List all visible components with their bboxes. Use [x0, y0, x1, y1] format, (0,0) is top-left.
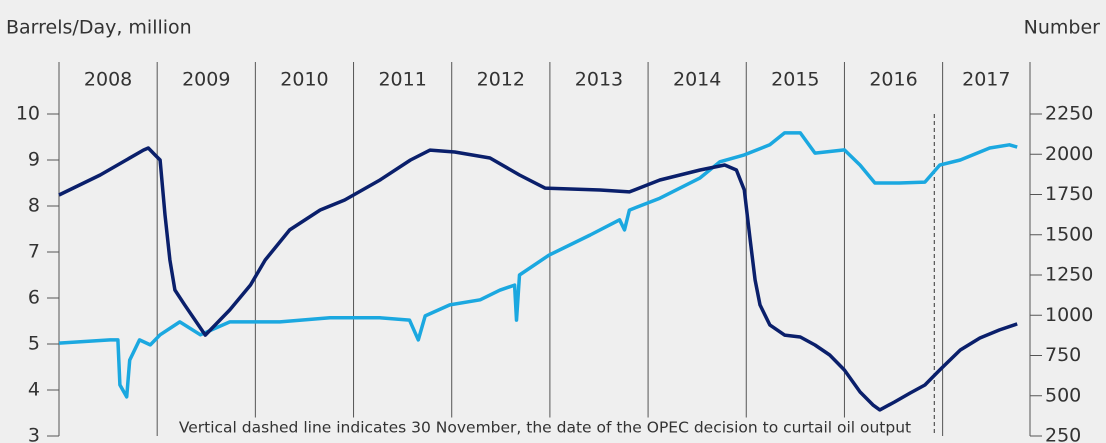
y2-tick-label: 750: [1045, 344, 1081, 366]
x-tick-label: 2017: [962, 69, 1010, 91]
y-tick-label: 8: [28, 195, 40, 217]
x-tick-label: 2016: [869, 69, 917, 91]
y2-tick-label: 2250: [1045, 103, 1093, 125]
series-line: [58, 146, 1018, 412]
y2-tick-label: 1500: [1045, 223, 1093, 245]
y-tick-label: 5: [28, 333, 40, 355]
series-line: [58, 131, 1018, 399]
annotation: Vertical dashed line indicates 30 Novemb…: [179, 419, 911, 437]
y2-tick-label: 1750: [1045, 183, 1093, 205]
x-tick-label: 2011: [378, 69, 426, 91]
y-tick-label: 10: [16, 103, 40, 125]
y-tick-label: 6: [28, 287, 40, 309]
x-tick-label: 2015: [771, 69, 819, 91]
y2-tick-label: 250: [1045, 425, 1081, 443]
x-tick-label: 2008: [84, 69, 132, 91]
y2-tick-label: 2000: [1045, 143, 1093, 165]
y-tick-label: 3: [28, 425, 40, 443]
x-tick-label: 2014: [673, 69, 721, 91]
y2-axis-label: Number: [1024, 17, 1101, 39]
y2-tick-label: 500: [1045, 384, 1081, 406]
y-axis-label: Barrels/Day, million: [6, 17, 192, 39]
x-tick-label: 2013: [575, 69, 623, 91]
y2-tick-label: 1250: [1045, 264, 1093, 286]
y-tick-label: 4: [28, 379, 40, 401]
y-tick-label: 7: [28, 241, 40, 263]
y-tick-label: 9: [28, 149, 40, 171]
x-tick-label: 2012: [477, 69, 525, 91]
x-tick-label: 2010: [280, 69, 328, 91]
x-tick-label: 2009: [182, 69, 230, 91]
annotation-background: [174, 417, 916, 438]
y2-tick-label: 1000: [1045, 304, 1093, 326]
